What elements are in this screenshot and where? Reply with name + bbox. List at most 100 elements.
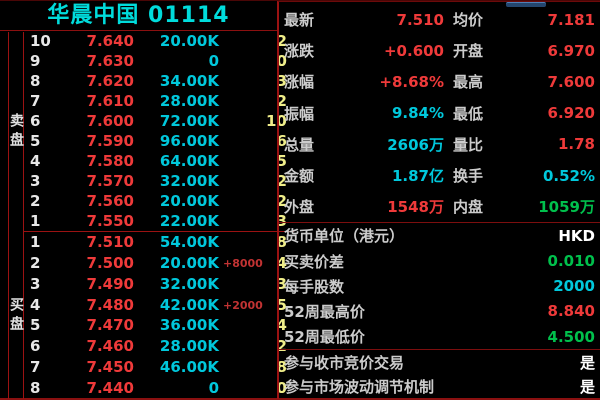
price-value: 7.620 [86,72,134,91]
quote-stats: 最新 7.510 均价 7.181 涨跌 +0.600 开盘 6.970 涨幅 … [279,4,600,222]
volume-value: 96.00K [159,131,219,150]
detail-row: 52周最高价 8.840 [279,299,600,324]
side-label-gutter: 卖盘 买盘 [8,32,24,399]
order-count: 8 [276,358,287,377]
order-book-row[interactable]: 2 7.560 20.00K 2 [24,191,294,211]
order-count: 2 [276,337,287,356]
volume-delta: +2000 [223,298,263,312]
detail-value: HKD [558,226,595,245]
volume-value: 20.00K [159,253,219,272]
divider [279,349,600,351]
volume-value: 0 [208,52,219,71]
price-value: 7.590 [86,131,134,150]
order-book-row[interactable]: 6 7.460 28.00K 2 [24,336,294,357]
detail-label: 52周最低价 [284,328,365,347]
stat-label: 均价 [453,11,484,30]
level-number: 3 [30,274,41,293]
order-book-row[interactable]: 3 7.490 32.00K 3 [24,274,294,295]
price-value: 7.580 [86,151,134,170]
stat-value: 2606万 [387,135,444,154]
order-book-row[interactable]: 7 7.450 46.00K 8 [24,357,294,378]
stat-value: 1.78 [557,135,595,154]
detail-label: 每手股数 [284,277,345,296]
detail-value: 2000 [553,277,595,296]
stat-label: 涨幅 [284,73,315,92]
level-number: 2 [30,253,41,272]
volume-value: 28.00K [159,92,219,111]
order-book-panel: 华晨中国 01114 卖盘 买盘 10 7.640 20.00K 2 9 7.6… [0,1,294,399]
buy-orders-section: 1 7.510 54.00K 8 2 7.500 20.00K +8000 4 … [24,232,294,399]
flag-label: 参与收市竞价交易 [284,353,405,372]
stat-label: 开盘 [453,42,484,61]
order-book-row[interactable]: 8 7.620 34.00K 3 [24,72,294,92]
stat-label: 总量 [284,135,315,154]
level-number: 4 [30,295,41,314]
price-value: 7.600 [86,112,134,131]
order-book-row[interactable]: 4 7.580 64.00K 5 [24,151,294,171]
volume-value: 36.00K [159,316,219,335]
stat-label: 外盘 [284,198,315,217]
level-number: 10 [30,32,51,51]
order-book-row[interactable]: 8 7.440 0 0 [24,378,294,399]
stat-value: 1059万 [538,198,595,217]
flag-row: 参与收市竞价交易 是 [279,350,600,374]
order-book-row[interactable]: 9 7.630 0 0 [24,52,294,72]
stat-label: 换手 [453,167,484,186]
order-count: 10 [266,112,287,131]
order-count: 2 [276,92,287,111]
volume-value: 72.00K [159,112,219,131]
order-count: 3 [276,211,287,230]
price-value: 7.610 [86,92,134,111]
volume-value: 64.00K [159,151,219,170]
price-value: 7.470 [86,316,134,335]
order-count: 4 [276,316,287,335]
stat-value: 0.52% [542,166,595,185]
level-number: 2 [30,191,41,210]
stat-row: 涨跌 +0.600 开盘 6.970 [279,35,600,66]
order-book-row[interactable]: 3 7.570 32.00K 2 [24,171,294,191]
volume-value: 32.00K [159,274,219,293]
order-count: 2 [276,171,287,190]
stat-value: +8.68% [379,72,444,91]
level-number: 5 [30,316,41,335]
order-book-row[interactable]: 10 7.640 20.00K 2 [24,32,294,52]
order-book-row[interactable]: 5 7.470 36.00K 4 [24,316,294,337]
level-number: 7 [30,92,41,111]
detail-label: 52周最高价 [284,302,365,321]
stat-value: 7.510 [396,10,444,29]
level-number: 1 [30,232,41,251]
volume-value: 28.00K [159,337,219,356]
order-book-row[interactable]: 1 7.550 22.00K 3 [24,211,294,231]
price-value: 7.500 [86,253,134,272]
order-count: 5 [276,295,287,314]
order-book-row[interactable]: 5 7.590 96.00K 6 [24,132,294,152]
level-number: 4 [30,151,41,170]
order-book-row[interactable]: 7 7.610 28.00K 2 [24,92,294,112]
volume-delta: +8000 [223,256,263,270]
order-book-row[interactable]: 6 7.600 72.00K 10 [24,112,294,132]
sell-side-label-cell: 卖盘 [8,32,24,232]
sell-side-label: 卖盘 [8,113,24,151]
stat-row: 振幅 9.84% 最低 6.920 [279,98,600,129]
order-count: 4 [276,253,287,272]
stat-label: 最低 [453,104,484,123]
price-value: 7.490 [86,274,134,293]
stats-panel: 最新 7.510 均价 7.181 涨跌 +0.600 开盘 6.970 涨幅 … [277,1,600,399]
price-value: 7.550 [86,211,134,230]
stat-label: 涨跌 [284,42,315,61]
level-number: 8 [30,72,41,91]
order-count: 0 [276,52,287,71]
order-book-row[interactable]: 1 7.510 54.00K 8 [24,232,294,253]
stat-value: 1.87亿 [391,167,444,186]
order-book-row[interactable]: 4 7.480 42.00K +2000 5 [24,295,294,316]
level-number: 9 [30,52,41,71]
detail-label: 货币单位（港元） [284,227,405,246]
flag-row: 参与市场波动调节机制 是 [279,374,600,398]
stat-value: 7.181 [547,10,595,29]
scrollbar-thumb[interactable] [506,2,546,7]
volume-value: 42.00K [159,295,219,314]
level-number: 6 [30,337,41,356]
order-count: 2 [276,191,287,210]
stat-label: 内盘 [453,198,484,217]
order-book-row[interactable]: 2 7.500 20.00K +8000 4 [24,253,294,274]
